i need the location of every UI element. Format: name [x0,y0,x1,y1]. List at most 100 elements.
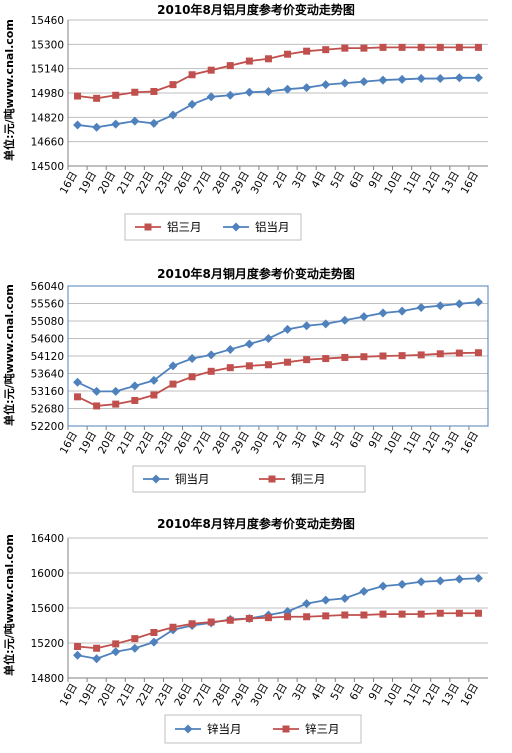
data-point [149,118,159,128]
data-point [207,367,215,375]
x-tick-label: 27日 [191,682,213,709]
x-tick-label: 13日 [440,170,462,197]
x-tick-label: 5日 [328,430,347,451]
x-tick-label: 11日 [401,430,423,457]
x-tick-label: 9日 [367,682,386,703]
data-point [322,355,330,363]
data-point [263,334,273,343]
data-point [321,595,331,605]
data-point [398,43,406,51]
data-point [473,297,483,307]
data-point [150,87,158,95]
data-point [416,74,426,84]
data-point [73,377,83,387]
x-tick-label: 27日 [191,430,213,457]
y-tick-label: 52200 [31,421,64,433]
data-point [92,654,102,664]
data-point [474,609,482,617]
data-point [378,581,388,591]
x-tick-label: 2日 [271,430,290,451]
data-point [112,640,120,648]
x-tick-label: 16日 [58,682,80,709]
data-point [417,351,425,359]
data-point [188,620,196,628]
x-tick-label: 3日 [290,682,309,703]
x-tick-label: 13日 [440,430,462,457]
data-point [244,339,254,349]
x-tick-label: 23日 [153,170,175,197]
x-tick-label: 12日 [421,682,443,709]
data-point [73,120,83,130]
x-tick-label: 27日 [191,170,213,197]
series-铝三月 [74,43,482,102]
y-tick-label: 15460 [31,15,64,27]
data-point [111,119,121,129]
data-point [473,573,483,583]
data-point [112,400,120,408]
x-tick-label: 10日 [382,430,404,457]
data-point [284,358,292,366]
legend-marker [144,223,152,231]
series-锌三月 [74,609,482,652]
y-tick-label: 52680 [31,404,64,416]
data-point [168,110,178,120]
data-point [207,66,215,74]
data-point [93,402,101,410]
x-tick-label: 13日 [440,682,462,709]
data-point [225,344,235,354]
data-point [73,650,83,660]
data-point [454,574,464,584]
data-point [321,80,331,90]
y-tick-label: 16000 [31,568,64,580]
data-point [284,50,292,58]
chart-title: 2010年8月铜月度参考价变动走势图 [157,266,355,281]
legend-label: 铜三月 [291,472,326,486]
x-tick-label: 3日 [290,170,309,191]
data-point [226,364,234,372]
data-point [474,43,482,51]
y-axis-label: 单位:元/吨www.cnal.com [2,284,16,426]
x-tick-label: 4日 [309,430,328,451]
legend-box [132,465,366,493]
data-point [169,380,177,388]
data-point [473,73,483,83]
data-point [284,613,292,621]
data-point [206,350,216,360]
x-tick-label: 5日 [328,170,347,191]
x-tick-label: 28日 [211,430,233,457]
data-point [111,647,121,657]
x-tick-label: 3日 [290,430,309,451]
x-tick-label: 22日 [134,170,156,197]
x-tick-label: 12日 [421,170,443,197]
data-point [168,361,178,371]
data-point [74,393,82,401]
data-point [149,637,159,647]
series-line [77,577,479,660]
y-tick-label: 15300 [31,39,64,51]
data-point [359,77,369,87]
data-point [188,71,196,79]
data-point [417,43,425,51]
data-point [378,308,388,318]
series-铜当月 [73,297,483,396]
x-tick-label: 6日 [348,170,367,191]
data-point [283,84,293,94]
data-point [303,613,311,621]
chart-panel-3: 2010年8月锌月度参考价变动走势图 单位:元/吨www.cnal.com 1640… [0,510,512,753]
data-point [150,391,158,399]
data-point [169,81,177,89]
x-tick-label: 26日 [172,170,194,197]
data-point [340,315,350,325]
x-tick-label: 16日 [459,170,481,197]
y-tick-label: 14500 [31,161,64,173]
y-tick-label: 56040 [31,281,64,293]
data-point [131,88,139,96]
series-铜三月 [74,349,482,410]
data-point [225,90,235,100]
data-point [130,116,140,126]
y-tick-label: 53640 [31,369,64,381]
data-point [226,62,234,70]
y-axis-label: 单位:元/吨www.cnal.com [2,534,16,676]
